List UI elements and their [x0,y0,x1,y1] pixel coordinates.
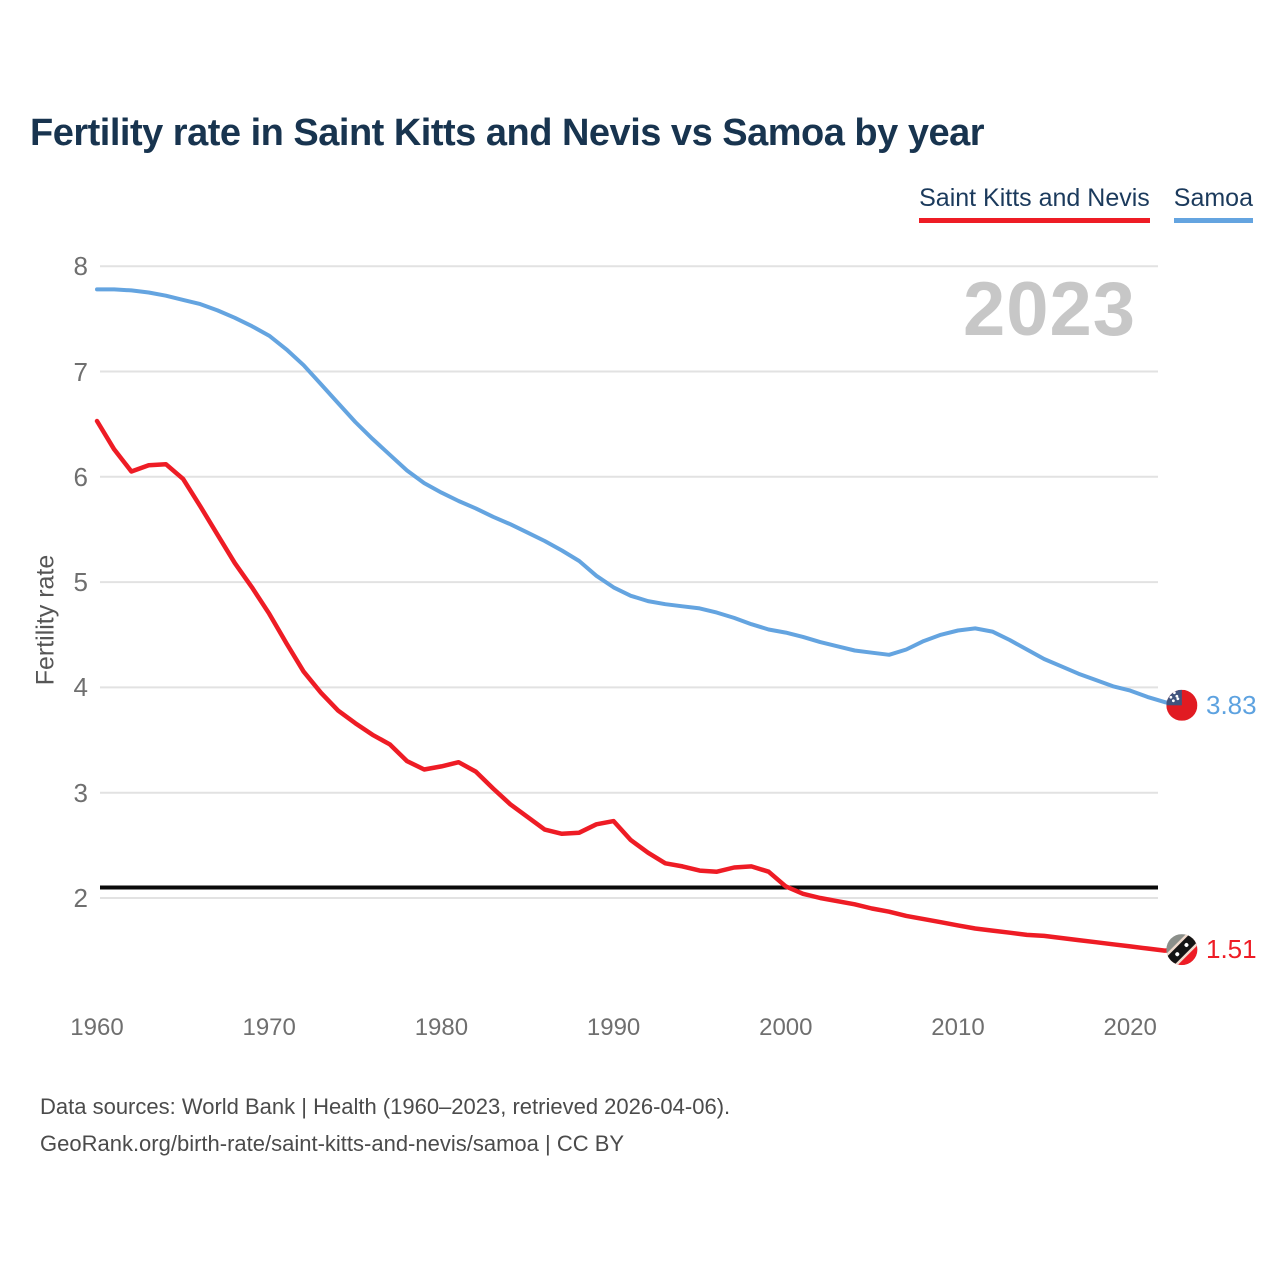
samoa-end-value-label: 3.83 [1206,690,1257,720]
x-tick-1980: 1980 [414,1014,469,1041]
saint-kitts-end-value-label: 1.51 [1206,934,1257,964]
legend-item-samoa[interactable]: Samoa [1173,184,1253,223]
year-watermark: 2023 [963,267,1137,352]
y-tick-2: 2 [73,883,88,913]
y-tick-3: 3 [73,777,88,808]
y-tick-4: 4 [73,672,88,703]
x-tick-2000: 2000 [759,1014,813,1041]
x-tick-2020: 2020 [1103,1014,1157,1041]
y-tick-6: 6 [73,461,88,492]
x-tick-1970: 1970 [242,1014,296,1041]
chart-title: Fertility rate in Saint Kitts and Nevis … [30,112,985,154]
legend-item-saint-kitts-and-nevis[interactable]: Saint Kitts and Nevis [919,184,1150,223]
series-line-saint-kitts-and-nevis [94,418,1185,953]
y-tick-5: 5 [73,567,88,598]
footer-data-sources: Data sources: World Bank | Health (1960–… [40,1094,731,1119]
footer: Data sources: World Bank | Health (1960–… [40,1088,1240,1162]
x-tick-1960: 1960 [70,1014,124,1041]
x-tick-2010: 2010 [931,1014,985,1041]
legend: Saint Kitts and Nevis Samoa [919,184,1253,223]
samoa-flag-marker [1166,689,1198,721]
series-line-samoa [95,287,1184,708]
y-tick-7: 7 [73,356,88,387]
footer-attribution-url: GeoRank.org/birth-rate/saint-kitts-and-n… [40,1131,625,1156]
x-tick-1990: 1990 [586,1014,641,1041]
y-tick-8: 8 [73,251,88,282]
